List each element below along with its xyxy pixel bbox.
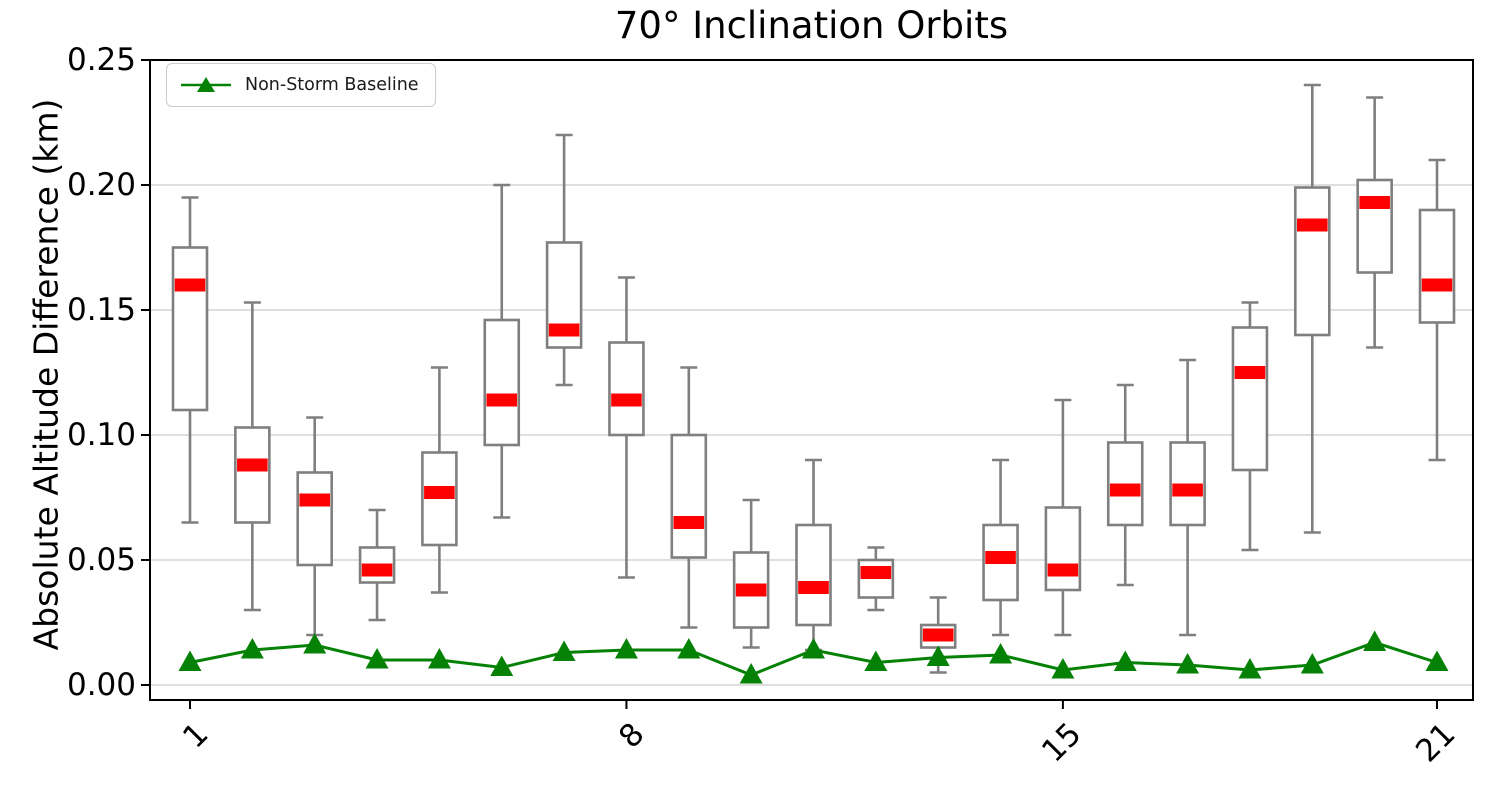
baseline-marker-orbit-3: [303, 633, 327, 654]
box-plot-orbit-4: [358, 508, 396, 622]
iqr-box: [1294, 186, 1331, 337]
legend-label: Non-Storm Baseline: [245, 75, 419, 95]
y-tick-label: 0.00: [66, 667, 136, 703]
y-tick-label: 0.10: [66, 417, 136, 453]
legend: Non-Storm Baseline: [166, 63, 436, 107]
iqr-box: [795, 523, 832, 627]
baseline-marker-orbit-19: [1300, 653, 1324, 674]
axes-frame: [149, 59, 1474, 701]
baseline-marker-orbit-11: [802, 638, 825, 659]
iqr-box: [1231, 326, 1269, 472]
box-plot-orbit-5: [421, 366, 458, 594]
baseline-marker-orbit-13: [926, 645, 950, 666]
box-plot-orbit-16: [1106, 383, 1144, 587]
baseline-marker-orbit-6: [490, 655, 514, 676]
baseline-marker-orbit-9: [677, 638, 701, 659]
box-plot-orbit-14: [982, 458, 1019, 637]
iqr-box: [608, 341, 645, 437]
box-plot-orbit-3: [296, 416, 334, 637]
iqr-box: [670, 433, 708, 559]
y-tick-label: 0.05: [66, 542, 136, 578]
box-plot-orbit-7: [545, 133, 583, 387]
iqr-box: [483, 318, 521, 447]
iqr-box: [1356, 178, 1393, 274]
iqr-box: [1044, 506, 1082, 592]
baseline-marker-orbit-7: [552, 640, 576, 661]
legend-triangle-sample: [197, 77, 215, 92]
baseline-marker-orbit-14: [989, 643, 1013, 664]
baseline-marker-orbit-4: [365, 648, 389, 669]
baseline-marker-orbit-17: [1176, 653, 1200, 674]
box-plot-orbit-18: [1231, 301, 1269, 552]
box-plot-orbit-6: [483, 183, 521, 519]
box-plot-orbit-12: [857, 546, 895, 612]
baseline-marker-orbit-5: [427, 648, 451, 669]
baseline-marker-orbit-21: [1425, 650, 1449, 671]
box-plot-orbit-1: [171, 196, 209, 524]
iqr-box: [296, 471, 334, 567]
box-plot-orbit-19: [1294, 83, 1331, 534]
baseline-marker-orbit-18: [1238, 658, 1262, 679]
chart-title: 70° Inclination Orbits: [614, 4, 1009, 47]
baseline-marker-orbit-16: [1113, 650, 1137, 671]
baseline-marker-orbit-10: [739, 663, 763, 684]
baseline-marker-orbit-20: [1363, 630, 1387, 651]
y-tick-label: 0.15: [66, 292, 136, 328]
box-plot-orbit-10: [732, 498, 770, 649]
box-plot-orbit-9: [670, 366, 708, 629]
box-plot-orbit-15: [1044, 398, 1082, 637]
box-plot-orbit-20: [1356, 96, 1393, 349]
baseline-marker-orbit-8: [614, 638, 638, 659]
triangle-marker-icon: [179, 74, 233, 96]
y-axis-label: Absolute Altitude Difference (km): [26, 98, 66, 651]
box-plot-orbit-2: [234, 301, 271, 612]
baseline-marker-orbit-12: [864, 650, 888, 671]
iqr-box: [171, 246, 209, 412]
iqr-box: [1418, 208, 1456, 324]
baseline-marker-orbit-1: [178, 650, 202, 671]
iqr-box: [234, 426, 271, 524]
box-plot-orbit-21: [1418, 158, 1456, 462]
box-plot-orbit-8: [608, 276, 645, 579]
baseline-marker-orbit-15: [1051, 658, 1075, 679]
box-plot-orbit-11: [795, 458, 832, 652]
y-tick-label: 0.25: [66, 42, 136, 78]
box-plot-orbit-17: [1169, 358, 1206, 637]
y-tick-label: 0.20: [66, 167, 136, 203]
baseline-marker-orbit-2: [240, 638, 264, 659]
